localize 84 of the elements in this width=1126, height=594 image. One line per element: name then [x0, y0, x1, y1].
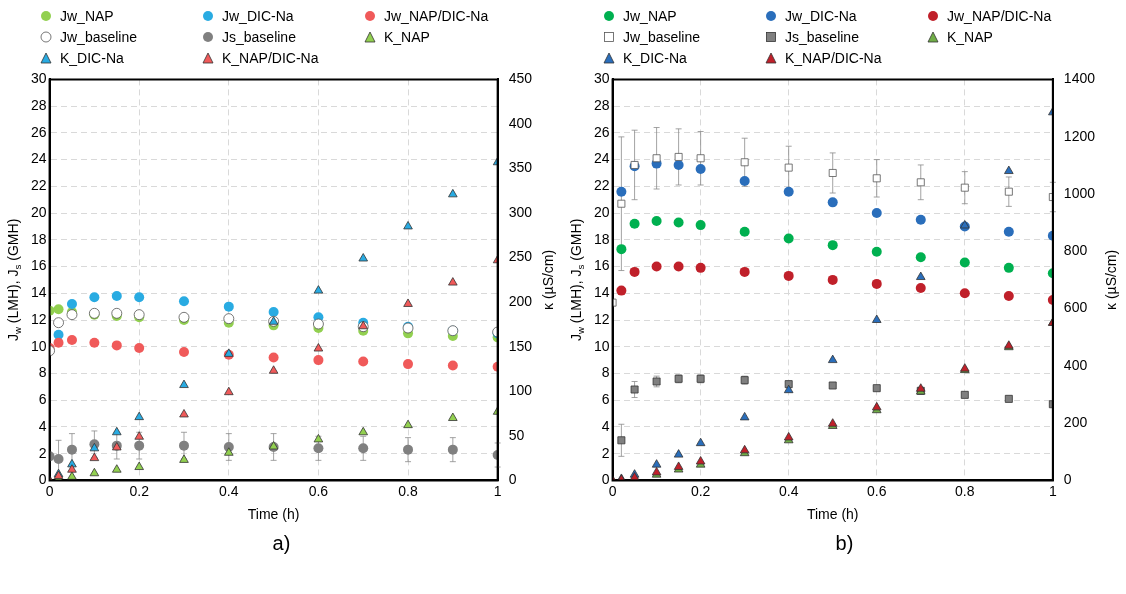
y2-axis-title: κ (µS/cm): [1102, 249, 1119, 310]
y-tick-label: 16: [30, 257, 47, 274]
x-tick-label: 0.6: [867, 482, 887, 499]
y-tick-label: 18: [30, 230, 47, 247]
legend-label: Jw_NAP/DIC-Na: [947, 7, 1052, 24]
y-tick-label: 18: [593, 230, 610, 247]
y-tick-label: 28: [30, 96, 47, 113]
y2-tick-label: 1000: [1063, 184, 1096, 201]
y-tick-label: 10: [30, 337, 47, 354]
y2-axis-title: κ (µS/cm): [539, 249, 556, 310]
y-axis-title: Jw (LMH), Js (GMH): [567, 218, 586, 342]
legend-label: Jw_baseline: [623, 28, 701, 45]
y-tick-label: 10: [593, 337, 610, 354]
x-axis-title: Time (h): [806, 506, 859, 523]
y2-tick-label: 600: [1063, 299, 1088, 316]
legend-label: K_NAP/DIC-Na: [222, 50, 319, 67]
y-tick-label: 28: [593, 96, 610, 113]
y2-tick-label: 350: [508, 159, 533, 176]
legend-label: K_NAP: [947, 28, 993, 45]
y-tick-label: 2: [38, 444, 47, 461]
legend-label: Jw_NAP: [60, 7, 114, 24]
y2-tick-label: 1400: [1063, 70, 1096, 87]
y-tick-label: 8: [601, 364, 610, 381]
y2-tick-label: 50: [508, 426, 525, 443]
y-tick-label: 26: [30, 123, 47, 140]
y-tick-label: 8: [38, 364, 47, 381]
x-tick-label: 1: [493, 482, 502, 499]
y2-tick-label: 100: [508, 382, 533, 399]
y-tick-label: 14: [30, 284, 47, 301]
text: a): [271, 532, 292, 555]
y-tick-label: 30: [593, 70, 610, 87]
x-tick-label: 0.8: [398, 482, 418, 499]
y2-tick-label: 450: [508, 70, 533, 87]
y2-tick-label: 250: [508, 248, 533, 265]
y-axis-title: Jw (LMH), Js (GMH): [4, 218, 23, 342]
legend-label: K_DIC-Na: [623, 50, 687, 67]
text: b): [834, 532, 855, 555]
x-tick-label: 0.4: [778, 482, 799, 499]
y2-tick-label: 0: [1063, 471, 1072, 488]
x-tick-label: 0.6: [308, 482, 329, 499]
legend-label: Jw_DIC-Na: [785, 7, 857, 24]
y-tick-label: 2: [601, 444, 610, 461]
y-tick-label: 12: [30, 310, 47, 327]
legend-label: Jw_baseline: [60, 28, 138, 45]
y2-tick-label: 800: [1063, 242, 1088, 259]
legend-label: Jw_DIC-Na: [222, 7, 294, 24]
x-tick-label: 0.2: [690, 482, 711, 499]
x-axis-title: Time (h): [247, 506, 300, 523]
y-tick-label: 14: [593, 284, 610, 301]
y-tick-label: 30: [30, 70, 47, 87]
y2-tick-label: 1200: [1063, 127, 1096, 144]
y2-tick-label: 300: [508, 203, 533, 220]
y-tick-label: 22: [30, 177, 47, 194]
y-tick-label: 16: [593, 257, 610, 274]
y-tick-label: 0: [601, 471, 610, 488]
legend-label: Jw_NAP: [623, 7, 677, 24]
y-tick-label: 6: [601, 391, 610, 408]
y-tick-label: 20: [593, 203, 610, 220]
y-tick-label: 6: [38, 391, 47, 408]
y-tick-label: 20: [30, 203, 47, 220]
legend-label: Js_baseline: [222, 28, 296, 45]
y2-tick-label: 200: [1063, 413, 1088, 430]
x-tick-label: 1: [1048, 482, 1057, 499]
y-tick-label: 24: [30, 150, 47, 167]
y-tick-label: 26: [593, 123, 610, 140]
y-tick-label: 22: [593, 177, 610, 194]
x-tick-label: 0.2: [129, 482, 150, 499]
legend-label: K_NAP: [384, 28, 430, 45]
y-tick-label: 12: [593, 310, 610, 327]
y2-tick-label: 200: [508, 293, 533, 310]
legend-label: Jw_NAP/DIC-Na: [384, 7, 489, 24]
legend-label: K_DIC-Na: [60, 50, 124, 67]
legend-label: Js_baseline: [785, 28, 859, 45]
y-tick-label: 0: [38, 471, 47, 488]
y-tick-label: 4: [601, 417, 610, 434]
y-tick-label: 4: [38, 417, 47, 434]
y2-tick-label: 0: [508, 471, 517, 488]
legend-label: K_NAP/DIC-Na: [785, 50, 882, 67]
x-tick-label: 0.8: [955, 482, 975, 499]
y2-tick-label: 150: [508, 337, 533, 354]
y-tick-label: 24: [593, 150, 610, 167]
y2-tick-label: 400: [1063, 356, 1088, 373]
x-tick-label: 0.4: [219, 482, 239, 499]
y2-tick-label: 400: [508, 114, 533, 131]
